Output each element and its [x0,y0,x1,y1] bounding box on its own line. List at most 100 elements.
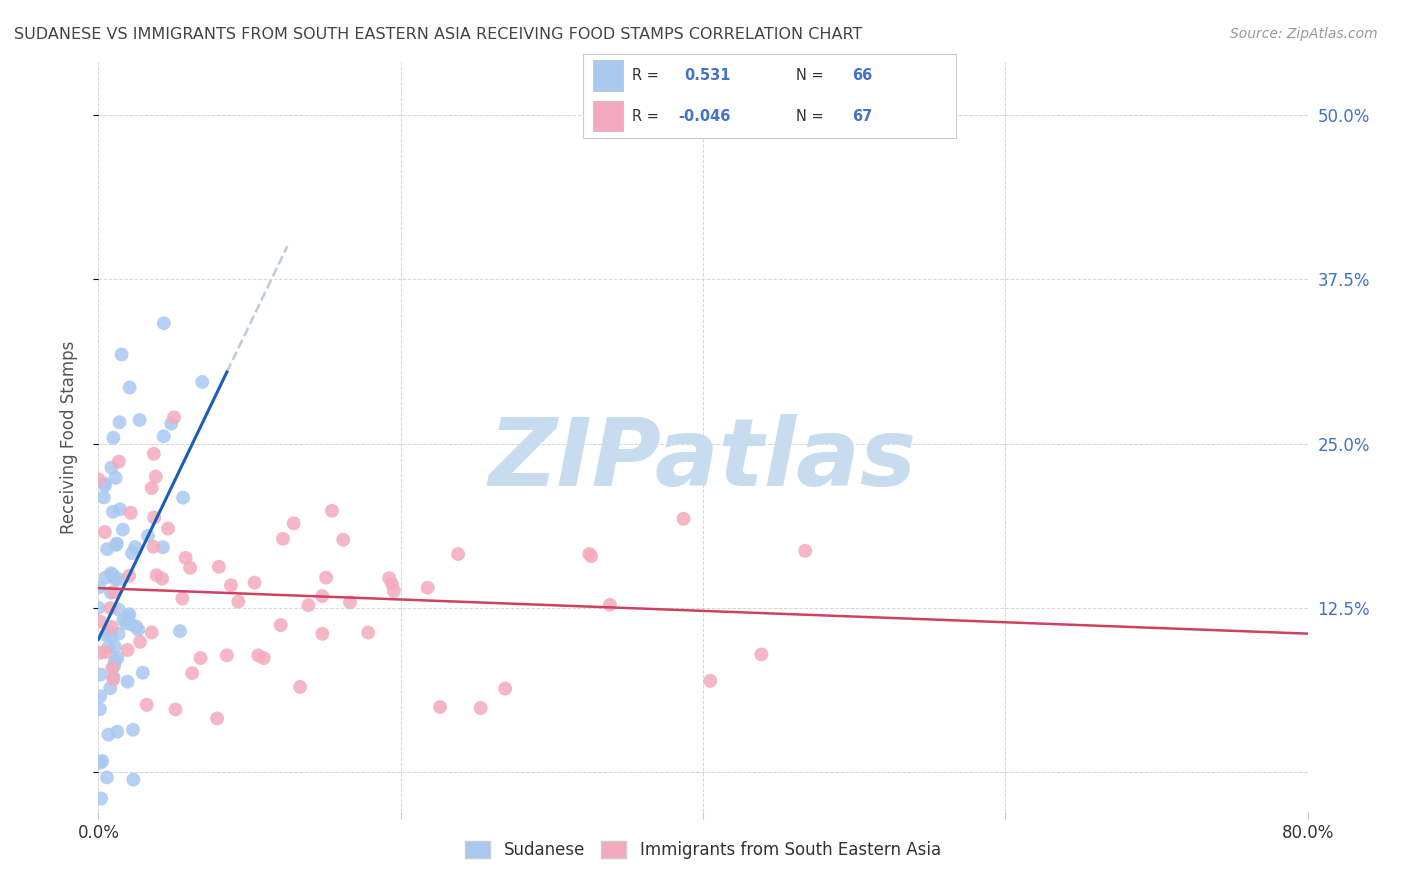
Point [107,572,129,586]
Point [105,651,128,665]
Point [107,627,129,641]
Point [101,505,124,519]
Point [470,701,492,715]
Point [339,595,361,609]
Point [378,571,401,585]
Point [120,617,142,632]
Point [247,648,270,663]
Point [297,598,319,612]
Point [104,640,127,654]
Point [105,724,128,739]
Point [332,533,354,547]
Point [107,602,129,616]
Point [578,547,600,561]
Point [157,522,180,536]
Point [100,586,122,600]
Point [447,547,470,561]
Point [794,543,817,558]
Text: Source: ZipAtlas.com: Source: ZipAtlas.com [1230,27,1378,41]
Point [494,681,516,696]
Point [145,469,167,483]
Text: R =: R = [631,109,659,124]
Point [169,624,191,639]
Point [141,625,163,640]
Point [94,645,117,659]
Point [87,472,110,486]
Text: 67: 67 [852,109,872,124]
FancyBboxPatch shape [593,61,623,91]
Point [101,661,124,675]
Point [94,479,117,493]
Point [153,316,176,330]
Point [97,624,120,639]
Point [104,654,127,668]
Point [108,415,131,429]
Point [142,540,165,554]
Text: 66: 66 [852,68,872,83]
Point [215,648,238,663]
Point [124,540,146,554]
Point [89,615,111,629]
Point [93,491,115,505]
Point [117,674,139,689]
Point [89,646,111,660]
Point [416,581,439,595]
Point [165,702,187,716]
Point [141,481,163,495]
Point [94,525,117,540]
Point [96,771,118,785]
Legend: Sudanese, Immigrants from South Eastern Asia: Sudanese, Immigrants from South Eastern … [457,832,949,867]
Point [208,559,231,574]
Point [114,616,136,631]
Point [110,347,132,361]
Text: SUDANESE VS IMMIGRANTS FROM SOUTH EASTERN ASIA RECEIVING FOOD STAMPS CORRELATION: SUDANESE VS IMMIGRANTS FROM SOUTH EASTER… [14,27,862,42]
Point [142,447,165,461]
Point [122,723,145,737]
Point [283,516,305,531]
Point [103,658,125,673]
Point [118,380,141,394]
Point [288,680,311,694]
Point [672,512,695,526]
Point [181,666,204,681]
Point [117,609,139,624]
Point [100,460,122,475]
Point [103,670,125,684]
Point [271,532,294,546]
Point [108,502,131,516]
Point [270,618,292,632]
Point [98,681,121,696]
Point [112,613,135,627]
Point [90,791,112,805]
Point [94,571,117,585]
Point [105,536,128,550]
Point [205,711,228,725]
Text: -0.046: -0.046 [679,109,731,124]
Point [91,754,114,768]
Point [357,625,380,640]
FancyBboxPatch shape [593,101,623,131]
Point [122,772,145,787]
Point [579,549,602,564]
Point [90,667,112,681]
Point [118,607,141,622]
Point [121,546,143,560]
Point [243,575,266,590]
Point [253,651,276,665]
Point [152,429,174,443]
Point [172,591,194,606]
Point [89,702,111,716]
Point [311,627,333,641]
Point [172,491,194,505]
Point [315,571,337,585]
Point [89,756,111,770]
Point [128,413,150,427]
Point [108,454,131,468]
Point [311,589,333,603]
Point [191,375,214,389]
Point [174,550,197,565]
Point [100,629,122,643]
Point [163,410,186,425]
Point [104,572,127,586]
Point [125,619,148,633]
